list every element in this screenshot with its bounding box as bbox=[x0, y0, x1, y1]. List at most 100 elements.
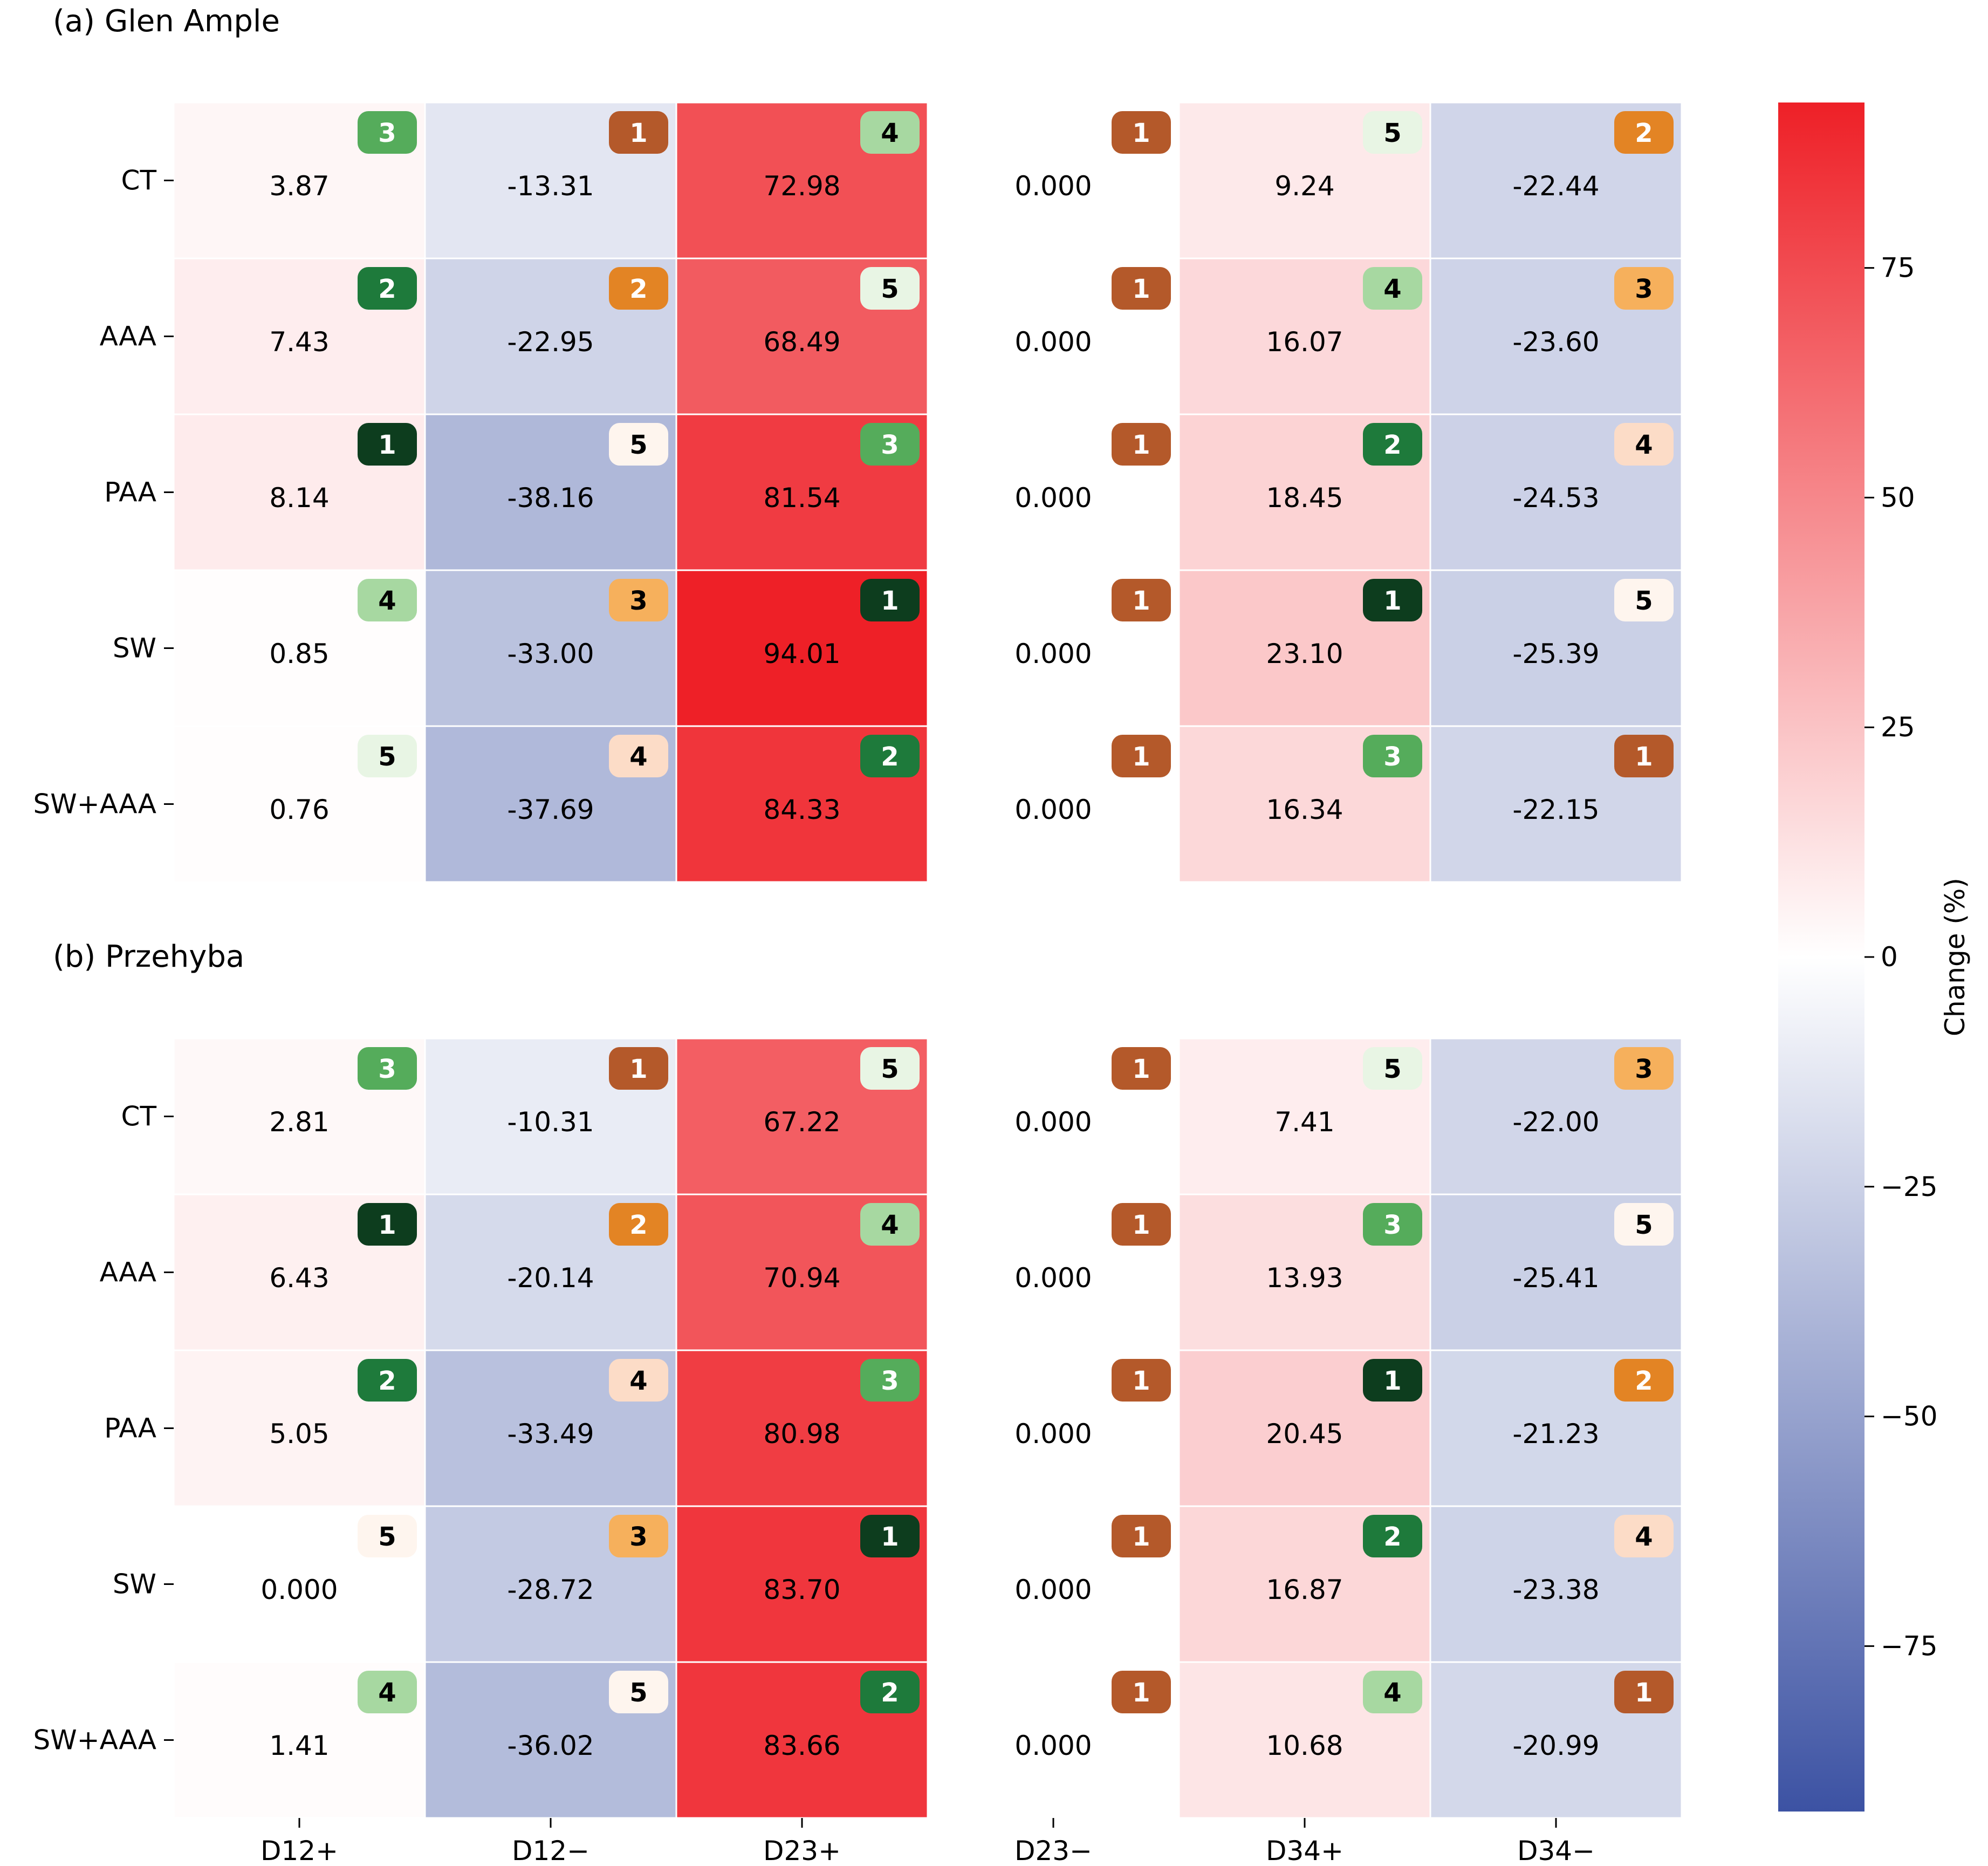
row-label: SW bbox=[113, 633, 156, 664]
rank-badge bbox=[1614, 267, 1674, 310]
cell-value: -33.00 bbox=[507, 638, 594, 669]
cell-value: 94.01 bbox=[763, 638, 840, 669]
rank-badge bbox=[1363, 579, 1422, 621]
rank-badge bbox=[358, 735, 417, 777]
colorbar-label: Change (%) bbox=[1939, 878, 1971, 1036]
rank-badge-label: 5 bbox=[629, 430, 647, 460]
cell-value: 7.41 bbox=[1274, 1106, 1334, 1138]
cell-value: -38.16 bbox=[507, 482, 594, 514]
rank-badge-label: 4 bbox=[881, 118, 899, 148]
cell-value: -22.00 bbox=[1512, 1106, 1599, 1138]
cell-value: 13.93 bbox=[1266, 1262, 1343, 1294]
cell-value: -21.23 bbox=[1512, 1418, 1599, 1450]
cell-value: 8.14 bbox=[269, 482, 329, 514]
cell-value: 9.24 bbox=[1274, 170, 1334, 202]
rank-badge bbox=[1614, 1047, 1674, 1090]
colorbar-tick-label: 25 bbox=[1881, 712, 1915, 743]
rank-badge bbox=[1363, 1359, 1422, 1402]
cell-ct-d34-plus: 9.24 5 bbox=[1178, 101, 1431, 259]
rank-badge bbox=[1112, 423, 1171, 466]
rank-badge bbox=[1112, 1203, 1171, 1246]
cell-value: 16.34 bbox=[1266, 794, 1343, 825]
cell-sw-plusaaa-d23-minus: 0.000 1 bbox=[927, 1661, 1180, 1819]
rank-badge-label: 3 bbox=[1635, 274, 1653, 304]
row-label: AAA bbox=[100, 1257, 156, 1288]
cell-sw-d34-minus: -25.39 5 bbox=[1429, 569, 1683, 727]
cell-value: -22.15 bbox=[1512, 794, 1599, 825]
cell-sw-plusaaa-d34-minus: -20.99 1 bbox=[1429, 1661, 1683, 1819]
row-label: AAA bbox=[100, 321, 156, 352]
rank-badge-label: 2 bbox=[629, 1210, 647, 1240]
cell-paa-d34-plus: 18.45 2 bbox=[1178, 413, 1431, 571]
rank-badge bbox=[609, 1203, 668, 1246]
cell-sw-d23-plus: 94.01 1 bbox=[675, 569, 929, 727]
rank-badge bbox=[1112, 1359, 1171, 1402]
rank-badge bbox=[609, 1515, 668, 1557]
rank-badge-label: 4 bbox=[1635, 1522, 1653, 1552]
rank-badge bbox=[1614, 1515, 1674, 1557]
rank-badge-label: 1 bbox=[378, 1210, 396, 1240]
rank-badge bbox=[1614, 579, 1674, 621]
cell-value: 81.54 bbox=[763, 482, 840, 514]
column-label: D34+ bbox=[1266, 1835, 1343, 1866]
cell-value: 18.45 bbox=[1266, 482, 1343, 514]
cell-value: 80.98 bbox=[763, 1418, 840, 1450]
rank-badge bbox=[860, 1671, 920, 1713]
rank-badge bbox=[1112, 267, 1171, 310]
rank-badge-label: 3 bbox=[1635, 1054, 1653, 1084]
rank-badge-label: 4 bbox=[1383, 1678, 1401, 1708]
rank-badge bbox=[1614, 111, 1674, 154]
colorbar-tick-label: −75 bbox=[1881, 1630, 1938, 1662]
rank-badge-label: 1 bbox=[1635, 1678, 1653, 1708]
panel-title: (b) Przehyba bbox=[53, 939, 244, 974]
cell-ct-d23-minus: 0.000 1 bbox=[927, 1037, 1180, 1195]
rank-badge bbox=[1614, 1359, 1674, 1402]
cell-value: -25.41 bbox=[1512, 1262, 1599, 1294]
panel-b: (b) Przehyba 2.81 3 -10.31 1 67.22 5 0.000 1 7.41… bbox=[33, 939, 1683, 1819]
cell-value: -36.02 bbox=[507, 1730, 594, 1761]
rank-badge-label: 2 bbox=[881, 1678, 899, 1708]
rank-badge-label: 1 bbox=[378, 430, 396, 460]
rank-badge-label: 1 bbox=[1383, 586, 1401, 616]
cell-sw-plusaaa-d12-minus: -36.02 5 bbox=[424, 1661, 677, 1819]
cell-sw-plusaaa-d12-plus: 0.76 5 bbox=[173, 725, 426, 883]
colorbar: 75 50 25 0 −25 −50 −75 Change (%) bbox=[1778, 102, 1971, 1812]
cell-value: -24.53 bbox=[1512, 482, 1599, 514]
rank-badge-label: 1 bbox=[629, 118, 647, 148]
rank-badge-label: 4 bbox=[881, 1210, 899, 1240]
cell-value: 0.000 bbox=[1014, 1418, 1092, 1450]
cell-aaa-d12-plus: 7.43 2 bbox=[173, 257, 426, 415]
rank-badge-label: 5 bbox=[629, 1678, 647, 1708]
cell-aaa-d23-plus: 68.49 5 bbox=[675, 257, 929, 415]
cell-aaa-d23-plus: 70.94 4 bbox=[675, 1193, 929, 1351]
rank-badge bbox=[1363, 1047, 1422, 1090]
cell-value: 0.85 bbox=[269, 638, 329, 669]
cell-ct-d12-minus: -10.31 1 bbox=[424, 1037, 677, 1195]
rank-badge bbox=[860, 735, 920, 777]
cell-value: 7.43 bbox=[269, 326, 329, 358]
column-label: D12− bbox=[512, 1835, 589, 1866]
rank-badge bbox=[1363, 111, 1422, 154]
cell-value: 83.70 bbox=[763, 1574, 840, 1605]
cell-sw-d34-plus: 23.10 1 bbox=[1178, 569, 1431, 727]
cell-ct-d12-plus: 3.87 3 bbox=[173, 101, 426, 259]
rank-badge-label: 5 bbox=[881, 274, 899, 304]
cell-sw-d12-plus: 0.85 4 bbox=[173, 569, 426, 727]
cell-value: 70.94 bbox=[763, 1262, 840, 1294]
rank-badge bbox=[358, 423, 417, 466]
cell-ct-d34-minus: -22.00 3 bbox=[1429, 1037, 1683, 1195]
row-label: PAA bbox=[104, 477, 156, 508]
cell-value: 5.05 bbox=[269, 1418, 329, 1450]
cell-sw-plusaaa-d34-plus: 16.34 3 bbox=[1178, 725, 1431, 883]
rank-badge-label: 4 bbox=[378, 586, 396, 616]
rank-badge-label: 2 bbox=[1383, 1522, 1401, 1552]
cell-value: 0.76 bbox=[269, 794, 329, 825]
row-label: CT bbox=[121, 1101, 157, 1132]
rank-badge-label: 1 bbox=[1132, 1522, 1150, 1552]
colorbar-tick-label: 0 bbox=[1881, 941, 1898, 973]
rank-badge bbox=[1614, 735, 1674, 777]
cell-value: -20.14 bbox=[507, 1262, 594, 1294]
rank-badge-label: 5 bbox=[1383, 118, 1401, 148]
column-label: D12+ bbox=[261, 1835, 338, 1866]
cell-value: 0.000 bbox=[1014, 1106, 1092, 1138]
